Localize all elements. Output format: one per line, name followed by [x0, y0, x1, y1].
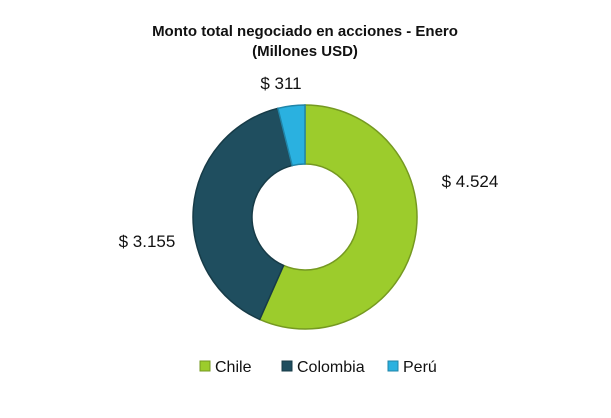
legend-label-colombia: Colombia [297, 359, 365, 376]
legend-label-per: Perú [403, 359, 437, 376]
legend-swatch-per [387, 360, 399, 372]
data-label-chile: $ 4.524 [442, 172, 499, 191]
chart-subtitle: (Millones USD) [252, 43, 358, 60]
slice-per [276, 104, 306, 167]
data-label-per: $ 311 [260, 74, 301, 93]
chart-title: Monto total negociado en acciones - Ener… [152, 23, 458, 40]
slice-chile [258, 104, 418, 330]
slices-group [192, 104, 418, 330]
slice-colombia [192, 107, 294, 321]
legend-label-chile: Chile [215, 359, 252, 376]
legend: Chile Colombia Perú [199, 359, 437, 376]
legend-swatch-chile [199, 360, 211, 372]
data-label-colombia: $ 3.155 [119, 232, 176, 251]
data-labels-group: $ 4.524 $ 3.155 $ 311 [119, 74, 499, 251]
legend-swatch-colombia [281, 360, 293, 372]
